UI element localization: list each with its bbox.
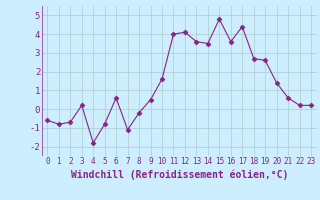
X-axis label: Windchill (Refroidissement éolien,°C): Windchill (Refroidissement éolien,°C) [70,169,288,180]
